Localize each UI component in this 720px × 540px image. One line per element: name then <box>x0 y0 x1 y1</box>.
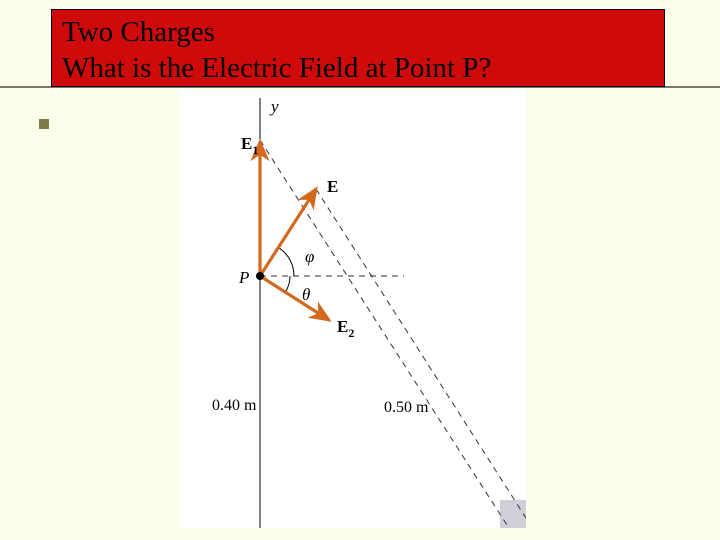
point-P-label: P <box>238 268 249 287</box>
point-P <box>256 272 264 280</box>
dash-diagonal-1 <box>260 140 507 525</box>
label-E2: E2 <box>337 317 354 340</box>
diagram-svg: y P E1 E E2 <box>179 90 526 528</box>
bullet-square <box>39 119 49 129</box>
diagram-panel: y P E1 E E2 <box>179 90 526 528</box>
corner-shade <box>500 500 526 528</box>
label-theta: θ <box>302 285 310 304</box>
dim-left: 0.40 m <box>212 397 257 414</box>
angle-theta-arc <box>285 276 290 292</box>
vector-E2 <box>260 276 329 320</box>
label-E1: E1 <box>241 134 258 157</box>
title-box: Two Charges What is the Electric Field a… <box>51 9 665 87</box>
dash-diagonal-2 <box>316 189 526 518</box>
y-axis-label: y <box>269 97 279 116</box>
angle-phi-arc <box>279 248 295 277</box>
title-line-1: Two Charges <box>62 14 654 50</box>
slide: Two Charges What is the Electric Field a… <box>0 0 720 540</box>
label-E: E <box>327 177 338 196</box>
label-phi: φ <box>305 247 314 266</box>
title-line-2: What is the Electric Field at Point P? <box>62 50 654 86</box>
dim-right: 0.50 m <box>384 399 429 416</box>
